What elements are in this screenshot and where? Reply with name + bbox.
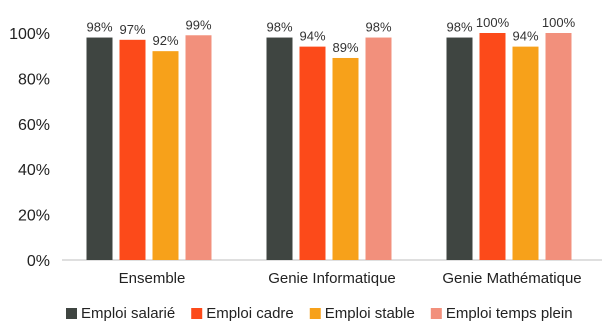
data-label: 94% bbox=[512, 29, 538, 44]
data-label: 98% bbox=[446, 20, 472, 35]
bar bbox=[512, 46, 539, 261]
data-label: 100% bbox=[542, 15, 576, 30]
bar bbox=[185, 35, 212, 260]
legend-label: Emploi salarié bbox=[81, 305, 175, 322]
data-label: 92% bbox=[152, 33, 178, 48]
data-label: 89% bbox=[332, 40, 358, 55]
bar bbox=[266, 37, 293, 260]
data-labels: 98% 97%92%99% 98%94%89%98% 98% 100%94%100% bbox=[86, 15, 575, 55]
bar bbox=[86, 37, 113, 260]
bars bbox=[86, 33, 572, 261]
bar bbox=[332, 57, 359, 260]
legend: Emploi salarié Emploi cadre Emploi stable E… bbox=[66, 305, 573, 322]
y-tick-label: 0% bbox=[27, 253, 50, 270]
legend-swatch bbox=[430, 308, 442, 319]
legend-swatch bbox=[66, 308, 77, 319]
legend-label: Emploi cadre bbox=[206, 305, 294, 322]
data-label: 97% bbox=[119, 22, 145, 37]
y-tick-label: 20% bbox=[18, 208, 50, 225]
bar bbox=[365, 37, 392, 260]
y-tick-label: 100% bbox=[9, 26, 50, 43]
bar bbox=[119, 39, 146, 261]
y-tick-label: 60% bbox=[18, 117, 50, 134]
y-axis: 0% 20% 40% 60% 80% 100% bbox=[9, 26, 50, 270]
bar bbox=[152, 51, 179, 260]
data-label: 99% bbox=[185, 17, 211, 32]
data-label: 98% bbox=[266, 20, 292, 35]
bar bbox=[299, 46, 326, 261]
legend-label: Emploi stable bbox=[325, 305, 415, 322]
category-labels: Ensemble Genie Informatique Genie Mathémat… bbox=[119, 270, 582, 287]
bar bbox=[479, 33, 506, 260]
data-label: 98% bbox=[365, 20, 391, 35]
legend-swatch bbox=[191, 308, 203, 319]
data-label: 100% bbox=[476, 15, 510, 30]
bar bbox=[545, 33, 572, 260]
y-tick-label: 40% bbox=[18, 162, 50, 179]
x-category-label: Genie Informatique bbox=[268, 270, 396, 287]
x-category-label: Ensemble bbox=[119, 270, 186, 287]
y-tick-label: 80% bbox=[18, 71, 50, 88]
bar bbox=[446, 37, 473, 260]
x-category-label: Genie Mathématique bbox=[442, 270, 581, 287]
data-label: 94% bbox=[299, 29, 325, 44]
legend-swatch bbox=[309, 308, 321, 319]
data-label: 98% bbox=[86, 20, 112, 35]
legend-label: Emploi temps plein bbox=[446, 305, 573, 322]
